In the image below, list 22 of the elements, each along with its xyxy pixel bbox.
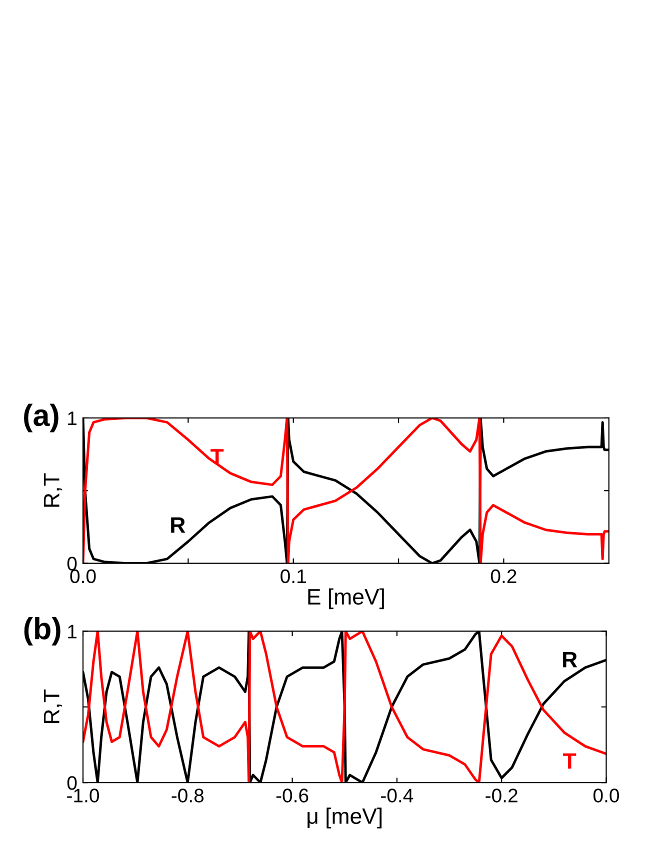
y-tick-label: 1 (68, 412, 76, 426)
y-axis-title: R,T (44, 690, 62, 723)
series-label: R (563, 652, 578, 668)
x-axis-title: μ [meV] (308, 808, 382, 828)
x-tick-label: 0.2 (490, 569, 516, 584)
y-tick-label: 1 (68, 624, 76, 638)
series-label: T (563, 753, 576, 769)
x-axis-title: E [meV] (308, 588, 384, 610)
y-tick-label: 0 (67, 776, 77, 790)
x-tick-label: 0.1 (280, 569, 306, 584)
x-tick-label: -0.8 (172, 788, 204, 802)
x-tick-label: 0.0 (593, 788, 619, 802)
x-tick-label: -0.6 (276, 788, 308, 802)
chart-title: (a) (24, 404, 58, 432)
x-tick-label: -0.4 (381, 788, 414, 802)
chart-title: (b) (24, 617, 60, 646)
y-axis-title: R,T (44, 473, 62, 507)
series-label: R (171, 517, 186, 533)
y-tick-label: 0 (67, 556, 77, 571)
x-tick-label: -0.2 (486, 788, 518, 802)
x-tick-label: 0.0 (70, 569, 96, 584)
x-tick-label: -1.0 (67, 788, 99, 802)
